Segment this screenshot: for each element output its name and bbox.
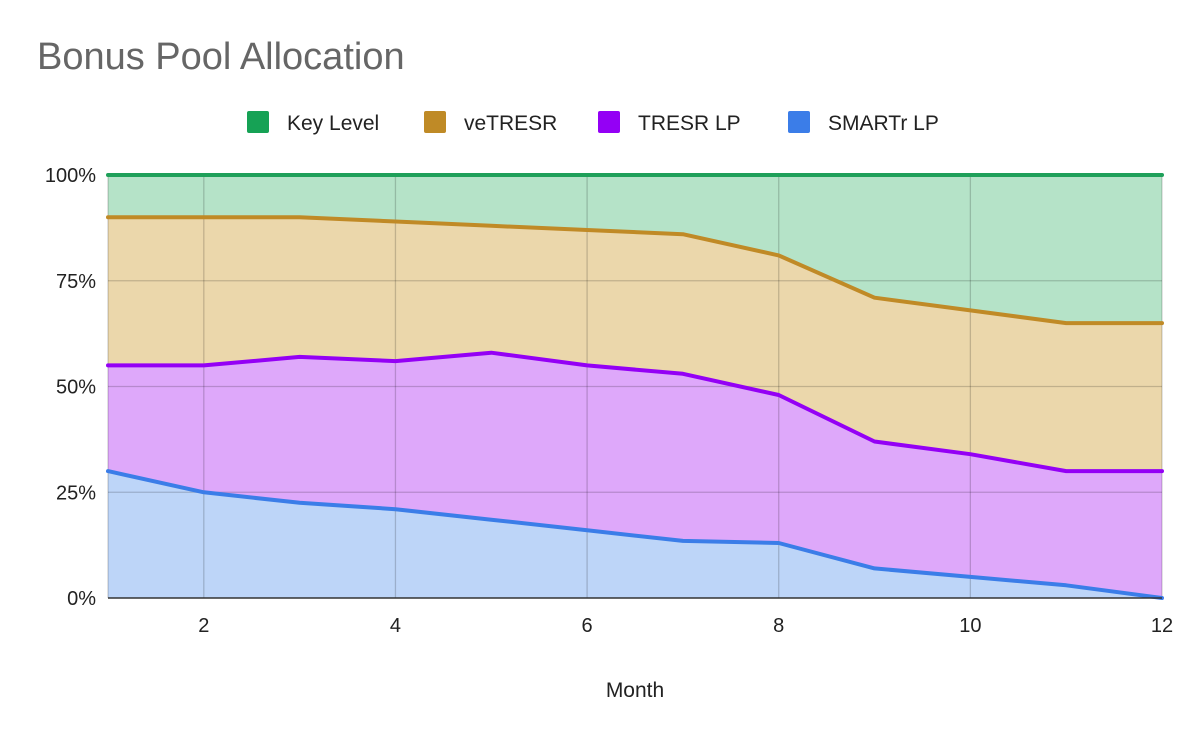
legend: Key Level veTRESR TRESR LP SMARTr LP	[247, 111, 939, 135]
series-lines-group	[106, 173, 1164, 600]
area-smartr-lp	[108, 471, 1162, 598]
area-vetresr	[108, 217, 1162, 472]
legend-swatch	[788, 111, 810, 133]
x-tick-label: 2	[198, 615, 209, 637]
line-smartr-lp	[106, 469, 1164, 600]
legend-label: Key Level	[287, 112, 379, 135]
legend-item-tresr-lp: TRESR LP	[598, 111, 741, 135]
legend-label: SMARTr LP	[828, 112, 939, 135]
y-tick-label: 100%	[45, 165, 96, 187]
legend-item-key-level: Key Level	[247, 111, 379, 135]
chart-title: Bonus Pool Allocation	[37, 36, 405, 78]
grid-group	[107, 175, 1163, 598]
y-tick-label: 25%	[56, 482, 96, 504]
x-tick-label: 4	[390, 615, 401, 637]
area-tresr-lp	[108, 352, 1162, 598]
area-key-level	[108, 175, 1162, 324]
legend-swatch	[247, 111, 269, 133]
legend-item-smartr-lp: SMARTr LP	[788, 111, 939, 135]
axes-group: 0% 25% 50% 75% 100% 2 4 6 8 10 12 Month	[45, 165, 1173, 702]
y-tick-label: 0%	[67, 588, 96, 610]
x-axis-title: Month	[606, 679, 664, 702]
x-tick-label: 12	[1151, 615, 1173, 637]
legend-label: TRESR LP	[638, 112, 741, 135]
x-tick-label: 10	[959, 615, 981, 637]
line-tresr-lp	[106, 350, 1164, 474]
x-tick-label: 6	[582, 615, 593, 637]
legend-swatch	[598, 111, 620, 133]
y-tick-label: 75%	[56, 271, 96, 293]
areas-group	[108, 175, 1162, 598]
y-tick-label: 50%	[56, 377, 96, 399]
x-tick-label: 8	[773, 615, 784, 637]
line-vetresr	[106, 215, 1164, 326]
legend-item-vetresr: veTRESR	[424, 111, 557, 135]
legend-label: veTRESR	[464, 112, 557, 135]
legend-swatch	[424, 111, 446, 133]
